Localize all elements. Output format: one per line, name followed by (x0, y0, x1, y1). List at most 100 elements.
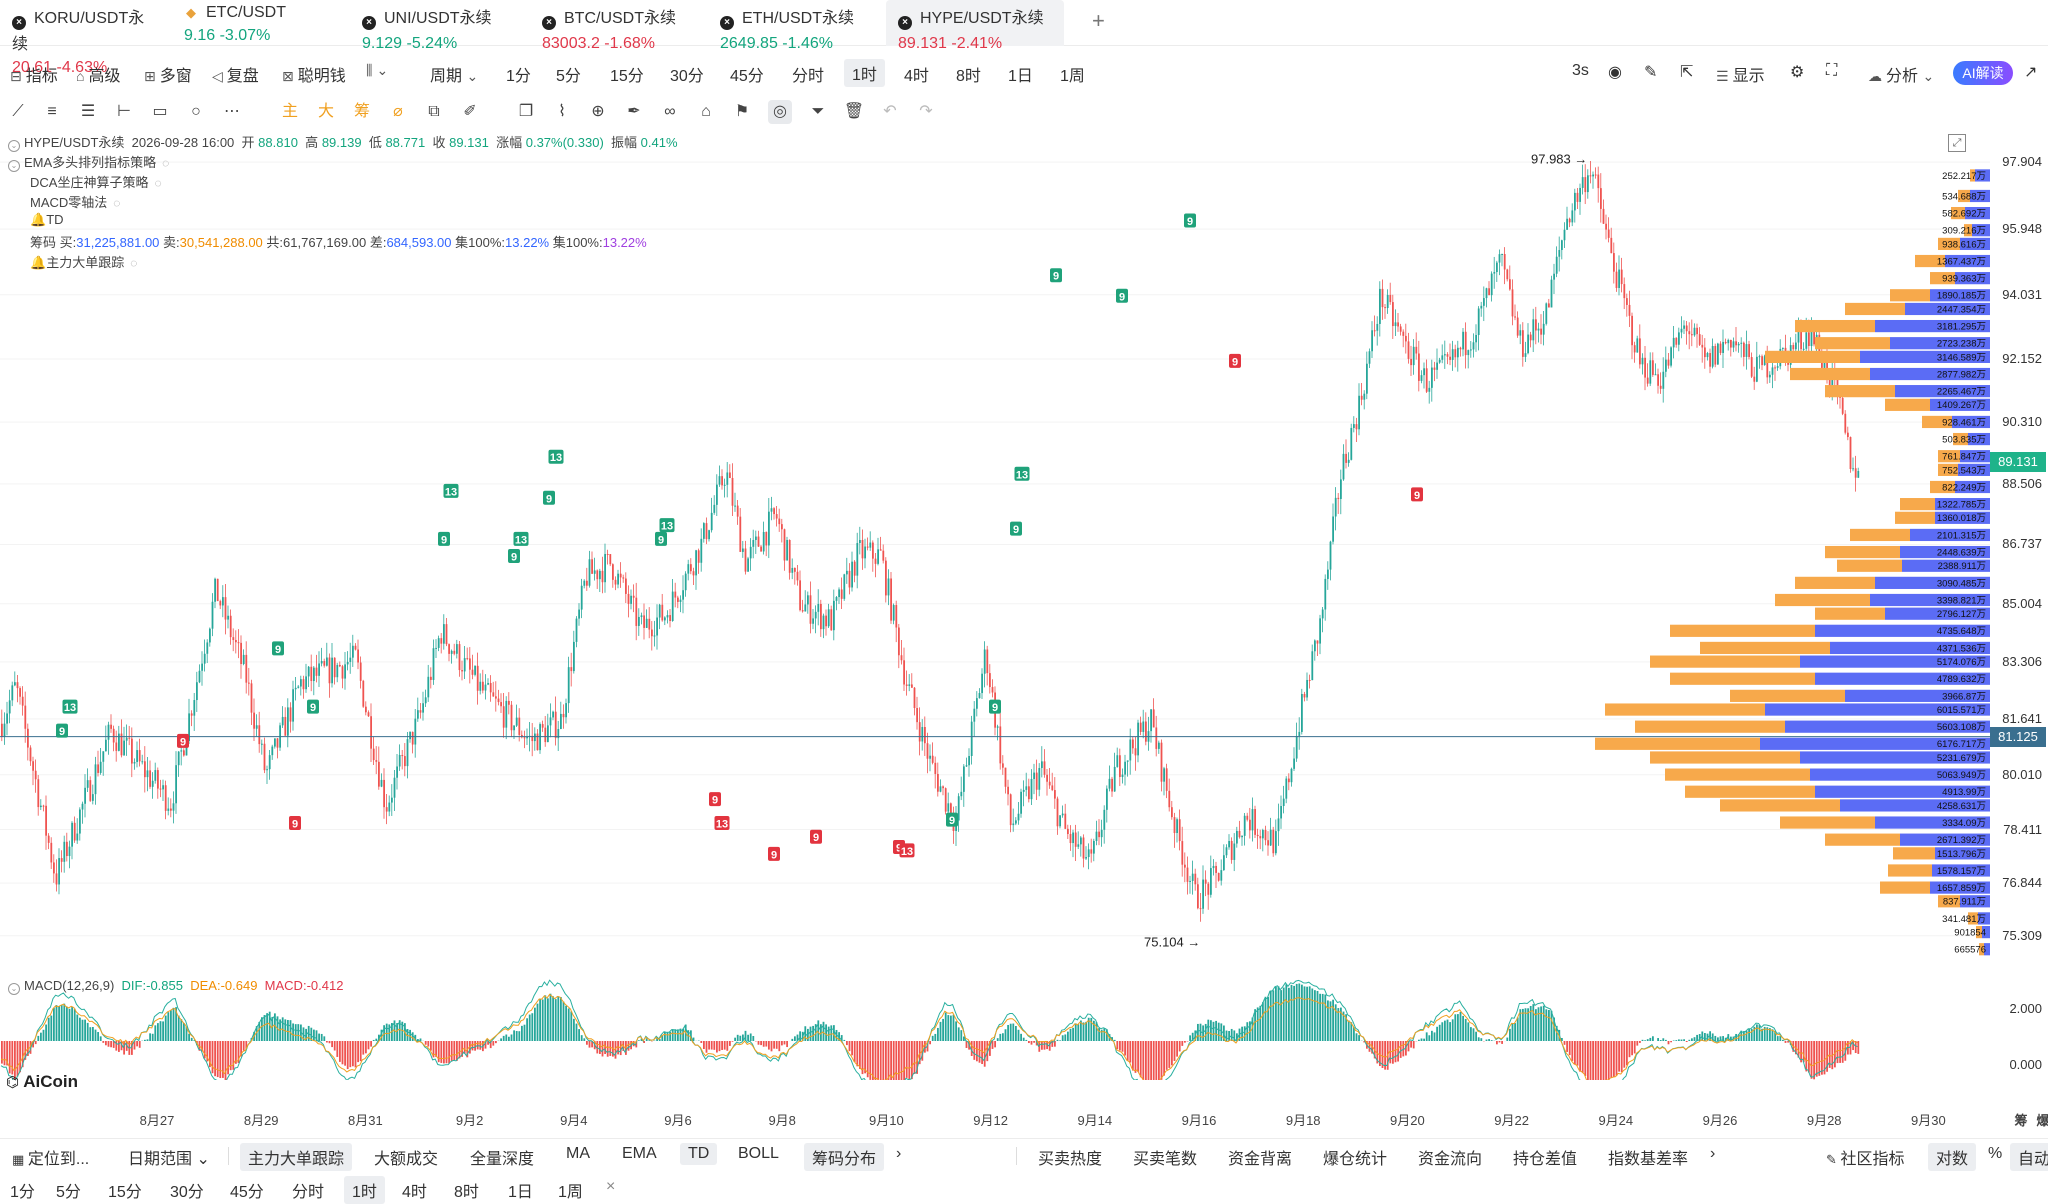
filter-icon[interactable]: ⏷ (806, 100, 830, 124)
chip-toggle[interactable]: 筹 (350, 100, 374, 124)
add-tab-icon[interactable]: + (1092, 8, 1105, 34)
macd-chart[interactable] (0, 975, 1990, 1080)
ruler-icon[interactable]: ⌇ (550, 100, 574, 124)
indicator-boll[interactable]: BOLL (738, 1145, 779, 1163)
indicator-basis[interactable]: 指数基差率 (1608, 1145, 1688, 1169)
duplicate-icon[interactable]: ❐ (514, 100, 538, 124)
settings-icon[interactable]: ⚙ (1790, 62, 1804, 82)
lock-icon[interactable]: ⌂ (694, 100, 718, 124)
trend-icon[interactable]: ↗ (2024, 62, 2037, 82)
indicator-ma[interactable]: MA (566, 1145, 590, 1163)
replay-button[interactable]: ◁复盘 (212, 62, 259, 86)
horizontal-line-icon[interactable]: ⊢ (112, 100, 136, 124)
timeframe-15m[interactable]: 15分 (610, 62, 644, 86)
strategy-legend[interactable]: ⌄EMA多头排列指标策略◌ (8, 152, 169, 172)
display-button[interactable]: ☰显示 (1716, 62, 1765, 86)
timeframe-5m[interactable]: 5分 (556, 62, 581, 86)
percent-scale-toggle[interactable]: % (1988, 1145, 2002, 1163)
export-icon[interactable]: ⇱ (1680, 62, 1693, 82)
whale-legend[interactable]: 🔔主力大单跟踪◌ (30, 252, 137, 271)
market-tab-active[interactable]: ×HYPE/USDT永续 89.131 -2.41% (886, 0, 1064, 46)
indicator-td[interactable]: TD (680, 1143, 717, 1165)
chart-type-button[interactable]: ⫼⌄ (366, 62, 392, 80)
multi-window-button[interactable]: ⊞多窗 (144, 62, 192, 86)
bottom-tf-1w[interactable]: 1周 (558, 1178, 583, 1202)
strategy-legend[interactable]: DCA坐庄神算子策略◌ (30, 172, 162, 191)
bottom-tf-15m[interactable]: 15分 (108, 1178, 142, 1202)
trash-icon[interactable]: 🗑 (842, 100, 866, 124)
indicator-liquidation[interactable]: 爆仓统计 (1323, 1145, 1387, 1169)
timeframe-45m[interactable]: 45分 (730, 62, 764, 86)
auto-scale-toggle[interactable]: 自动 (2010, 1143, 2048, 1171)
timeframe-1d[interactable]: 1日 (1008, 62, 1033, 86)
chevron-right-icon[interactable]: › (1710, 1145, 1715, 1163)
close-icon[interactable]: × (606, 1178, 615, 1196)
indicator-ema[interactable]: EMA (622, 1145, 657, 1163)
rectangle-icon[interactable]: ▭ (148, 100, 172, 124)
timeframe-1h[interactable]: 1时 (844, 59, 885, 87)
community-indicator-button[interactable]: ✎ 社区指标 (1826, 1145, 1905, 1169)
bottom-tf-30m[interactable]: 30分 (170, 1178, 204, 1202)
close-icon[interactable]: × (12, 16, 26, 30)
timeframe-1w[interactable]: 1周 (1060, 62, 1085, 86)
close-icon[interactable]: × (720, 16, 734, 30)
bottom-tf-line[interactable]: 分时 (292, 1178, 324, 1202)
indicator-big-trades[interactable]: 大额成交 (374, 1145, 438, 1169)
line-tool-icon[interactable]: ⟋ (6, 100, 30, 124)
locate-button[interactable]: ▦ 定位到... (12, 1145, 89, 1169)
copy-icon[interactable]: ⧉ (422, 100, 446, 124)
indicator-depth[interactable]: 全量深度 (470, 1145, 534, 1169)
indicator-trade-count[interactable]: 买卖笔数 (1133, 1145, 1197, 1169)
indicator-whale[interactable]: 主力大单跟踪 (240, 1143, 352, 1171)
analysis-dropdown[interactable]: ☁分析 ⌄ (1868, 62, 1938, 86)
parallel-tool-icon[interactable]: ≡ (40, 100, 64, 124)
zoom-icon[interactable]: ⊕ (586, 100, 610, 124)
timeframe-1m[interactable]: 1分 (506, 62, 531, 86)
undo-icon[interactable]: ↶ (878, 100, 902, 124)
strategy-legend[interactable]: 🔔TD (30, 212, 64, 228)
bottom-tf-4h[interactable]: 4时 (402, 1178, 427, 1202)
eraser-icon[interactable]: ⌀ (386, 100, 410, 124)
date-range-dropdown[interactable]: 日期范围 ⌄ (128, 1145, 210, 1169)
more-icon[interactable]: ⋯ (220, 100, 244, 124)
bottom-tf-1d[interactable]: 1日 (508, 1178, 533, 1202)
indicator-oi-diff[interactable]: 持仓差值 (1513, 1145, 1577, 1169)
refresh-interval[interactable]: 3s (1572, 62, 1589, 80)
timeframe-4h[interactable]: 4时 (904, 62, 929, 86)
advanced-button[interactable]: ⌂高级 (76, 62, 120, 86)
chevron-right-icon[interactable]: › (896, 1145, 901, 1163)
close-icon[interactable]: × (362, 16, 376, 30)
period-dropdown[interactable]: 周期 ⌄ (430, 62, 482, 86)
timeframe-8h[interactable]: 8时 (956, 62, 981, 86)
indicator-fund-flow[interactable]: 资金流向 (1418, 1145, 1482, 1169)
camera-icon[interactable]: ◉ (1608, 62, 1622, 82)
indicator-chip[interactable]: 筹码分布 (804, 1143, 884, 1171)
smart-money-button[interactable]: ⊠聪明钱 (282, 62, 346, 86)
main-force-toggle[interactable]: 主 (278, 100, 302, 124)
indicators-button[interactable]: ⊟指标 (10, 62, 58, 86)
indicator-heat[interactable]: 买卖热度 (1038, 1145, 1102, 1169)
pencil-icon[interactable]: ✎ (1644, 62, 1657, 82)
hide-drawings-icon[interactable]: ◎ (768, 100, 792, 124)
circle-icon[interactable]: ○ (184, 100, 208, 124)
bottom-tf-5m[interactable]: 5分 (56, 1178, 81, 1202)
market-tab[interactable]: ◆ETC/USDT 9.16 -3.07% (172, 0, 344, 46)
market-tab[interactable]: ×BTC/USDT永续 83003.2 -1.68% (530, 0, 702, 46)
paint-icon[interactable]: ✒ (622, 100, 646, 124)
timeframe-line[interactable]: 分时 (792, 62, 824, 86)
indicator-divergence[interactable]: 资金背离 (1228, 1145, 1292, 1169)
big-order-toggle[interactable]: 大 (314, 100, 338, 124)
bottom-tf-45m[interactable]: 45分 (230, 1178, 264, 1202)
bottom-tf-1m[interactable]: 1分 (10, 1178, 35, 1202)
brush-icon[interactable]: ✐ (458, 100, 482, 124)
alert-icon[interactable]: ⚑ (730, 100, 754, 124)
bottom-tf-8h[interactable]: 8时 (454, 1178, 479, 1202)
fib-tool-icon[interactable]: ☰ (76, 100, 100, 124)
ai-analysis-button[interactable]: AI解读 (1953, 61, 2013, 85)
price-chart[interactable]: 97.983 →75.104 →252.217万534.688万582.692万… (0, 128, 1990, 960)
market-tab[interactable]: ×UNI/USDT永续 9.129 -5.24% (350, 0, 522, 46)
close-icon[interactable]: × (542, 16, 556, 30)
expand-icon[interactable]: ⤢ (1948, 134, 1966, 152)
market-tab[interactable]: ×KORU/USDT永续 20.61 -4.63% (0, 0, 172, 46)
bottom-tf-1h[interactable]: 1时 (344, 1176, 385, 1204)
